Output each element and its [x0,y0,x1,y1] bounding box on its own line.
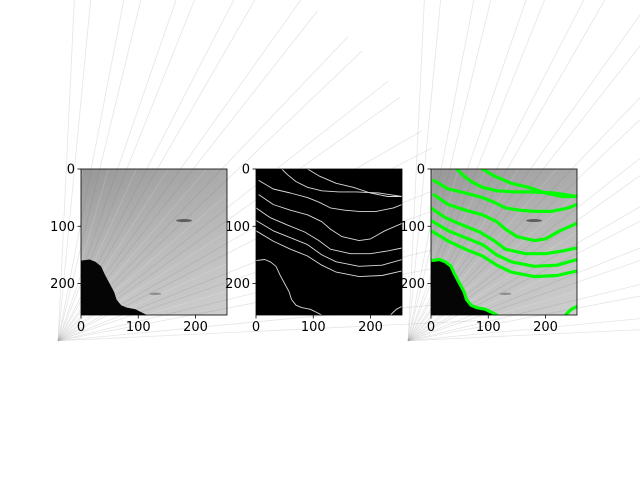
y-tick-label: 0 [67,163,75,178]
knot-mark [149,293,161,295]
y-tick-label: 200 [50,277,75,292]
y-tick-label: 100 [225,220,250,235]
x-tick-label: 0 [252,320,260,335]
y-tick-label: 200 [400,277,425,292]
knot-mark [176,219,192,222]
x-tick-label: 100 [476,320,501,335]
x-tick-label: 200 [533,320,558,335]
y-tick-label: 200 [225,277,250,292]
knot-mark [499,293,511,295]
x-tick-label: 0 [427,320,435,335]
panel-overlay: 0 100 200 0 100 200 [400,0,640,341]
y-tick-label: 0 [417,163,425,178]
y-tick-label: 100 [400,220,425,235]
x-tick-label: 100 [301,320,326,335]
knot-mark [526,219,542,222]
x-tick-label: 200 [183,320,208,335]
x-tick-label: 0 [77,320,85,335]
x-tick-label: 100 [126,320,151,335]
y-tick-label: 100 [50,220,75,235]
x-tick-label: 200 [358,320,383,335]
y-tick-label: 0 [242,163,250,178]
